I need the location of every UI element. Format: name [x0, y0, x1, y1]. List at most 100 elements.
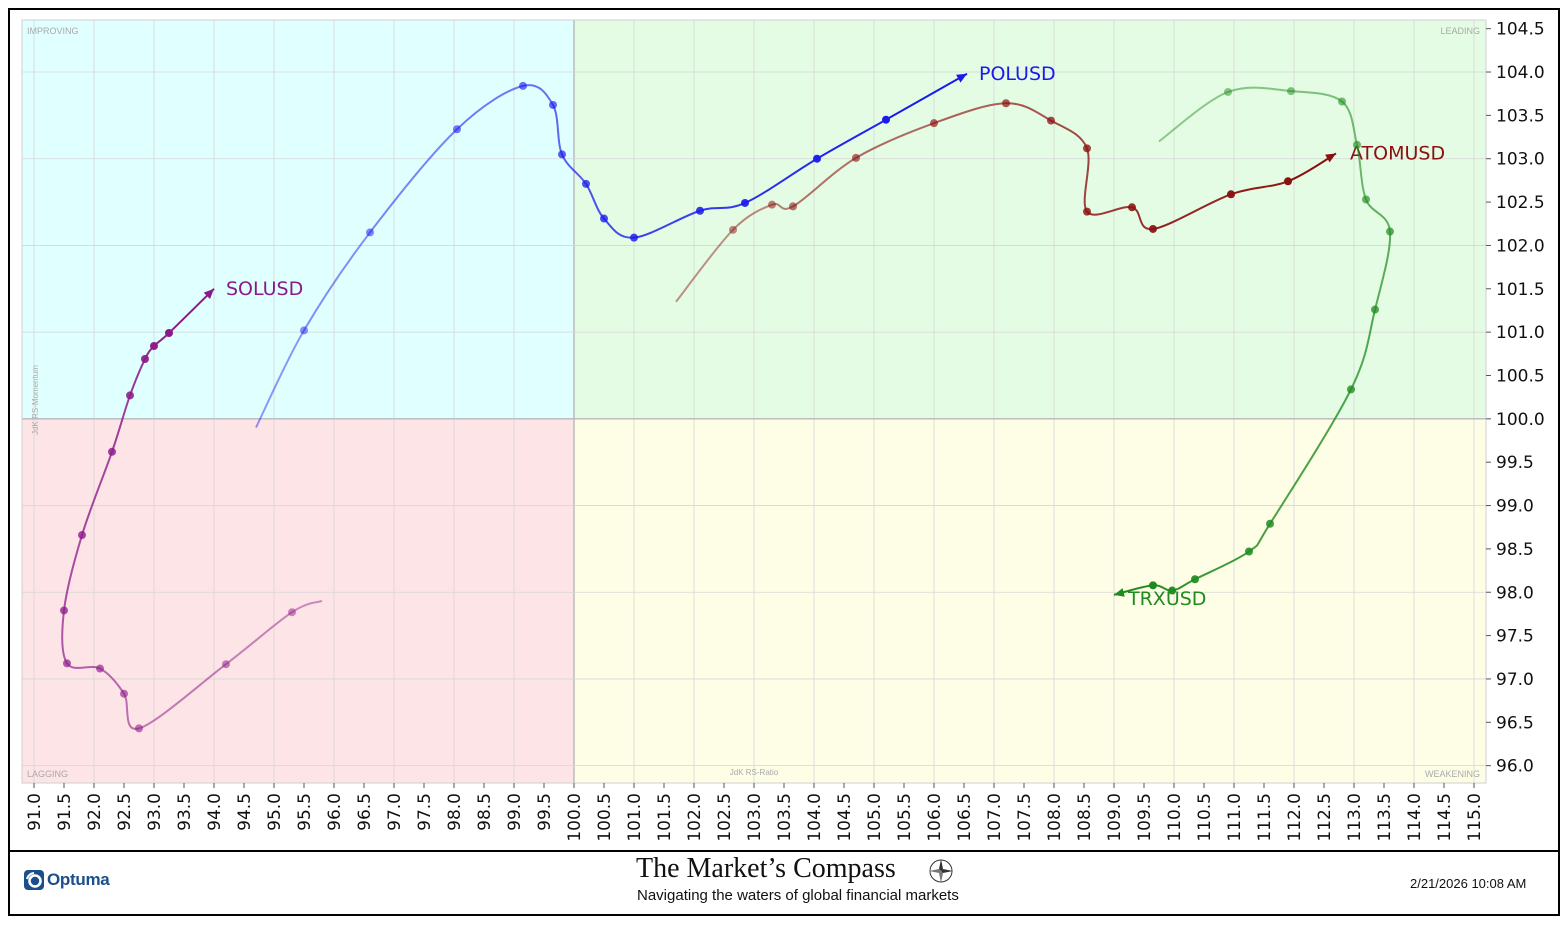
x-tick-label: 104.0: [805, 793, 825, 842]
y-tick-label: 103.0: [1496, 150, 1545, 170]
atomusd-point: [930, 119, 938, 128]
trxusd-point: [1347, 385, 1355, 394]
x-tick-label: 99.5: [535, 793, 555, 831]
quadrant-label-improving: IMPROVING: [27, 26, 79, 36]
atomusd-trail-segment: [792, 156, 857, 208]
trxusd-point: [1245, 547, 1253, 556]
atomusd-label: ATOMUSD: [1350, 143, 1445, 165]
solusd-point: [120, 689, 128, 698]
x-tick-label: 113.0: [1345, 793, 1365, 842]
x-tick-label: 100.5: [595, 793, 615, 842]
polusd-point: [453, 125, 461, 134]
x-tick-label: 110.0: [1165, 793, 1185, 842]
y-tick-label: 98.0: [1496, 583, 1534, 603]
x-tick-label: 113.5: [1375, 793, 1395, 842]
polusd-trail-segment: [816, 118, 887, 160]
solusd-point: [126, 391, 134, 400]
atomusd-point: [789, 202, 797, 211]
x-tick-label: 115.0: [1465, 793, 1485, 842]
atomusd-trail-segment: [1230, 180, 1289, 196]
polusd-point: [300, 326, 308, 335]
trxusd-trail-segment: [1194, 550, 1250, 581]
polusd-trail-segment: [369, 128, 458, 234]
polusd-point: [549, 100, 557, 109]
solusd-trail-segment: [225, 611, 293, 666]
x-tick-label: 99.0: [505, 793, 525, 831]
atomusd-point: [1002, 99, 1010, 108]
polusd-arrow-head: [956, 73, 967, 83]
trxusd-point: [1168, 586, 1177, 595]
footer-subtitle: Navigating the waters of global financia…: [637, 887, 959, 904]
series-solusd: SOLUSD: [60, 278, 323, 733]
x-tick-label: 98.0: [445, 793, 465, 831]
atomusd-point: [1227, 190, 1235, 199]
trxusd-point: [1386, 227, 1394, 236]
x-axis-label: JdK RS-Ratio: [730, 768, 779, 777]
trxusd-trail-segment: [1356, 144, 1367, 200]
solusd-point: [135, 724, 143, 733]
atomusd-point: [1284, 177, 1292, 186]
atomusd-trail-segment: [1152, 193, 1232, 230]
polusd-label: POLUSD: [979, 63, 1056, 85]
solusd-trail-segment: [81, 451, 113, 536]
footer-title: The Market’s Compass: [636, 853, 896, 884]
trxusd-trail-segment: [1158, 91, 1229, 143]
y-tick-label: 98.5: [1496, 540, 1534, 560]
x-tick-label: 96.5: [355, 793, 375, 831]
solusd-point: [63, 659, 71, 668]
quadrant-label-lagging: LAGGING: [27, 769, 68, 779]
x-tick-label: 114.5: [1435, 793, 1455, 842]
brand-name: Optuma: [47, 870, 110, 889]
polusd-trail-segment: [633, 209, 701, 239]
quadrant-leading: [574, 20, 1486, 419]
x-tick-label: 97.0: [385, 793, 405, 831]
y-tick-label: 101.5: [1496, 280, 1545, 300]
atomusd-point: [1149, 224, 1157, 233]
polusd-point: [366, 228, 374, 237]
solusd-trail-segment: [138, 663, 227, 730]
x-tick-label: 105.5: [895, 793, 915, 842]
solusd-point: [108, 447, 116, 456]
polusd-trail-segment: [456, 84, 524, 130]
solusd-point: [78, 531, 86, 540]
y-axis-label: JdK RS-Momentum: [31, 365, 40, 435]
timestamp: 2/21/2026 10:08 AM: [1410, 876, 1527, 891]
x-tick-label: 94.0: [205, 793, 225, 831]
x-tick-label: 112.5: [1315, 793, 1335, 842]
x-tick-label: 106.5: [955, 793, 975, 842]
solusd-point: [60, 606, 68, 615]
x-tick-label: 101.0: [625, 793, 645, 842]
polusd-point: [519, 81, 527, 90]
x-tick-label: 107.5: [1015, 793, 1035, 842]
y-tick-label: 104.0: [1496, 63, 1545, 83]
solusd-point: [222, 660, 230, 669]
solusd-point: [165, 329, 173, 338]
x-tick-label: 100.0: [565, 793, 585, 842]
quadrant-weakening: [574, 418, 1486, 783]
quadrant-label-weakening: WEAKENING: [1425, 769, 1480, 779]
trxusd-trail-segment: [1269, 388, 1352, 525]
trxusd-point: [1224, 87, 1232, 96]
y-tick-label: 104.5: [1496, 20, 1545, 40]
trxusd-label: TRXUSD: [1127, 588, 1206, 610]
quadrant-lagging: [22, 418, 574, 783]
atomusd-point: [768, 200, 776, 209]
x-tick-label: 92.0: [85, 793, 105, 831]
y-tick-label: 97.0: [1496, 670, 1534, 690]
trxusd-point: [1149, 581, 1157, 590]
x-tick-label: 109.0: [1105, 793, 1125, 842]
polusd-trail-segment: [744, 157, 818, 204]
series-polusd: POLUSD: [255, 63, 1056, 428]
x-tick-label: 102.5: [715, 793, 735, 842]
solusd-point: [150, 342, 158, 351]
atomusd-point: [729, 225, 737, 234]
x-tick-label: 105.0: [865, 793, 885, 842]
solusd-point: [141, 355, 149, 364]
y-tick-label: 102.5: [1496, 193, 1545, 213]
x-tick-label: 109.5: [1135, 793, 1155, 842]
atomusd-trail-segment: [675, 229, 734, 303]
x-tick-label: 93.5: [175, 793, 195, 831]
polusd-trail-segment: [255, 329, 305, 428]
trxusd-point: [1191, 575, 1199, 584]
